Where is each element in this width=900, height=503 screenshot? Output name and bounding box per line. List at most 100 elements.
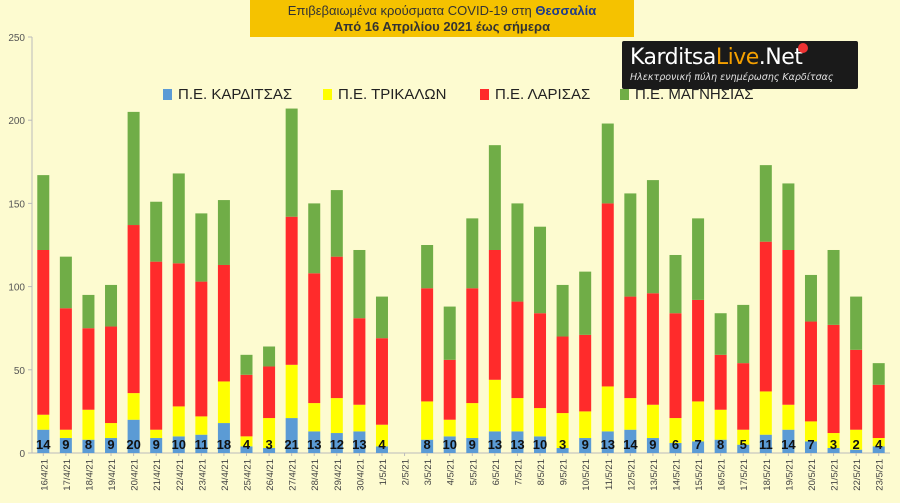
x-tick-label: 19/4/21	[107, 459, 118, 491]
x-tick-label: 18/4/21	[84, 459, 95, 491]
bar-segment-s0	[579, 438, 592, 453]
x-tick-label: 25/4/21	[243, 459, 254, 491]
bar-segment-s1	[646, 404, 659, 439]
bar-segment-s1	[217, 381, 230, 424]
bar-segment-s2	[759, 241, 772, 392]
bar-segment-s2	[534, 313, 547, 409]
x-tick-label: 22/4/21	[175, 459, 186, 491]
bar-segment-s3	[375, 296, 388, 339]
bar-segment-s1	[804, 421, 817, 442]
bar-segment-s0	[827, 448, 840, 453]
bar-segment-s2	[443, 359, 456, 420]
bar-segment-s1	[353, 404, 366, 432]
bar-segment-s3	[150, 201, 163, 262]
x-tick-label: 20/4/21	[130, 459, 141, 491]
data-label-karditsa: 14	[623, 437, 638, 452]
bar-segment-s3	[37, 175, 50, 250]
bar-segment-s2	[308, 273, 321, 404]
data-label-karditsa: 10	[442, 437, 456, 452]
data-label-karditsa: 6	[672, 437, 679, 452]
bar-segment-s1	[443, 419, 456, 437]
bar-segment-s0	[308, 431, 321, 453]
x-tick-label: 18/5/21	[762, 459, 773, 491]
bar-segment-s2	[172, 263, 185, 407]
bar-segment-s3	[804, 274, 817, 322]
data-label-karditsa: 7	[807, 437, 814, 452]
data-label-karditsa: 10	[533, 437, 547, 452]
bar-segment-s1	[82, 409, 95, 440]
bar-segment-s0	[353, 431, 366, 453]
x-tick-label: 7/5/21	[513, 459, 524, 485]
bar-segment-s0	[534, 436, 547, 453]
x-tick-label: 26/4/21	[265, 459, 276, 491]
bar-segment-s0	[37, 429, 50, 453]
data-label-karditsa: 8	[85, 437, 92, 452]
bar-segment-s2	[59, 308, 72, 430]
bar-segment-s1	[692, 401, 705, 442]
data-label-karditsa: 3	[265, 437, 272, 452]
bar-segment-s1	[240, 436, 253, 447]
legend-swatch	[323, 89, 332, 100]
bar-segment-s2	[624, 296, 637, 399]
bar-segment-s3	[579, 271, 592, 335]
bar-segment-s2	[285, 216, 298, 365]
x-tick-label: 20/5/21	[807, 459, 818, 491]
bar-segment-s2	[737, 363, 750, 430]
bar-segment-s2	[263, 366, 276, 419]
bar-segment-s3	[195, 213, 208, 282]
bar-segment-s1	[308, 403, 321, 432]
chart-subtitle: Από 16 Απριλίου 2021 έως σήμερα	[333, 19, 551, 34]
bar-segment-s0	[759, 434, 772, 453]
bar-segment-s1	[285, 364, 298, 419]
data-label-karditsa: 13	[601, 437, 615, 452]
data-label-karditsa: 13	[488, 437, 502, 452]
bar-segment-s3	[534, 226, 547, 314]
bar-segment-s0	[330, 433, 343, 453]
bar-segment-s2	[330, 256, 343, 399]
bar-segment-s1	[556, 413, 569, 449]
bar-segment-s2	[556, 336, 569, 414]
bar-segment-s0	[127, 419, 140, 453]
bar-segment-s3	[850, 296, 863, 350]
bar-segment-s0	[105, 438, 118, 453]
chart-title: Επιβεβαιωμένα κρούσματα COVID-19 στη Θεσ…	[287, 3, 597, 18]
bar-segment-s3	[466, 218, 479, 289]
bar-segment-s2	[601, 203, 614, 387]
bar-segment-s2	[240, 374, 253, 437]
bar-segment-s1	[850, 429, 863, 450]
bar-segment-s3	[330, 190, 343, 257]
bar-segment-s1	[827, 433, 840, 449]
data-label-karditsa: 3	[559, 437, 566, 452]
bar-segment-s2	[872, 384, 885, 439]
x-tick-label: 13/5/21	[649, 459, 660, 491]
x-tick-label: 8/5/21	[536, 459, 547, 485]
x-tick-label: 29/4/21	[333, 459, 344, 491]
bar-segment-s2	[82, 328, 95, 410]
data-label-karditsa: 9	[469, 437, 476, 452]
data-label-karditsa: 13	[352, 437, 366, 452]
bar-segment-s3	[646, 180, 659, 294]
bar-segment-s1	[782, 404, 795, 430]
bar-segment-s2	[195, 281, 208, 417]
x-tick-label: 21/5/21	[830, 459, 841, 491]
bar-segment-s1	[37, 414, 50, 430]
bar-segment-s2	[127, 225, 140, 394]
bar-segment-s2	[511, 301, 524, 399]
bar-segment-s3	[692, 218, 705, 300]
x-tick-label: 4/5/21	[446, 459, 457, 485]
bar-segment-s1	[466, 403, 479, 439]
x-tick-label: 15/5/21	[694, 459, 705, 491]
legend-item-larisa: Π.Ε. ΛΑΡΙΣΑΣ	[480, 86, 590, 103]
bar-segment-s3	[421, 245, 434, 289]
x-tick-label: 2/5/21	[401, 459, 412, 485]
data-label-karditsa: 14	[781, 437, 796, 452]
bar-segment-s0	[240, 446, 253, 453]
data-label-karditsa: 8	[424, 437, 431, 452]
bar-segment-s3	[105, 284, 118, 327]
bar-segment-s1	[488, 379, 501, 432]
legend-item-karditsa: Π.Ε. ΚΑΡΔΙΤΣΑΣ	[163, 86, 292, 103]
bar-segment-s3	[827, 249, 840, 325]
bar-segment-s1	[579, 411, 592, 439]
x-tick-label: 11/5/21	[604, 459, 615, 490]
